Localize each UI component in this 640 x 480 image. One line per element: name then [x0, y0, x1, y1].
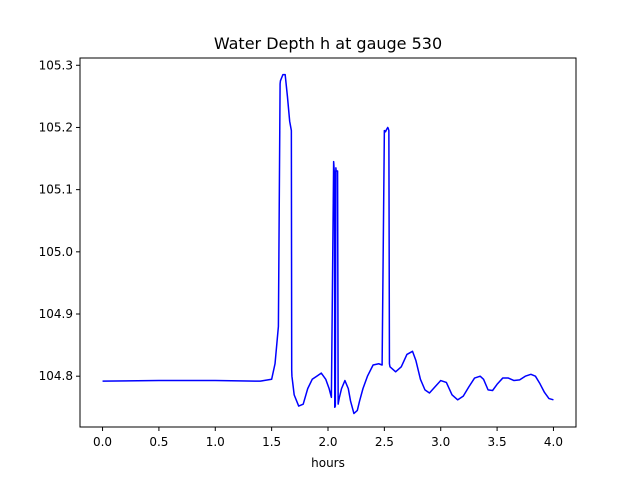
x-tick-label: 3.0	[431, 435, 450, 449]
x-tick-label: 2.5	[375, 435, 394, 449]
y-tick-label: 105.1	[39, 183, 73, 197]
x-axis-label: hours	[311, 456, 345, 470]
y-tick-label: 104.8	[39, 369, 73, 383]
x-tick-label: 0.5	[149, 435, 168, 449]
plot-area	[102, 73, 554, 415]
x-tick-label: 2.0	[318, 435, 337, 449]
x-tick-label: 0.0	[93, 435, 112, 449]
y-tick-label: 105.3	[39, 58, 73, 72]
x-tick-label: 4.0	[544, 435, 563, 449]
x-tick-label: 1.0	[206, 435, 225, 449]
y-tick-label: 105.2	[39, 120, 73, 134]
y-tick-label: 104.9	[39, 307, 73, 321]
x-tick-label: 3.5	[488, 435, 507, 449]
chart-title: Water Depth h at gauge 530	[214, 34, 442, 53]
x-axis: 0.0 0.5 1.0 1.5 2.0 2.5 3.0 3.5 4.0	[93, 427, 563, 449]
x-tick-label: 1.5	[262, 435, 281, 449]
series-line	[102, 73, 554, 415]
y-axis: 104.8 104.9 105.0 105.1 105.2 105.3	[39, 58, 80, 383]
y-tick-label: 105.0	[39, 245, 73, 259]
